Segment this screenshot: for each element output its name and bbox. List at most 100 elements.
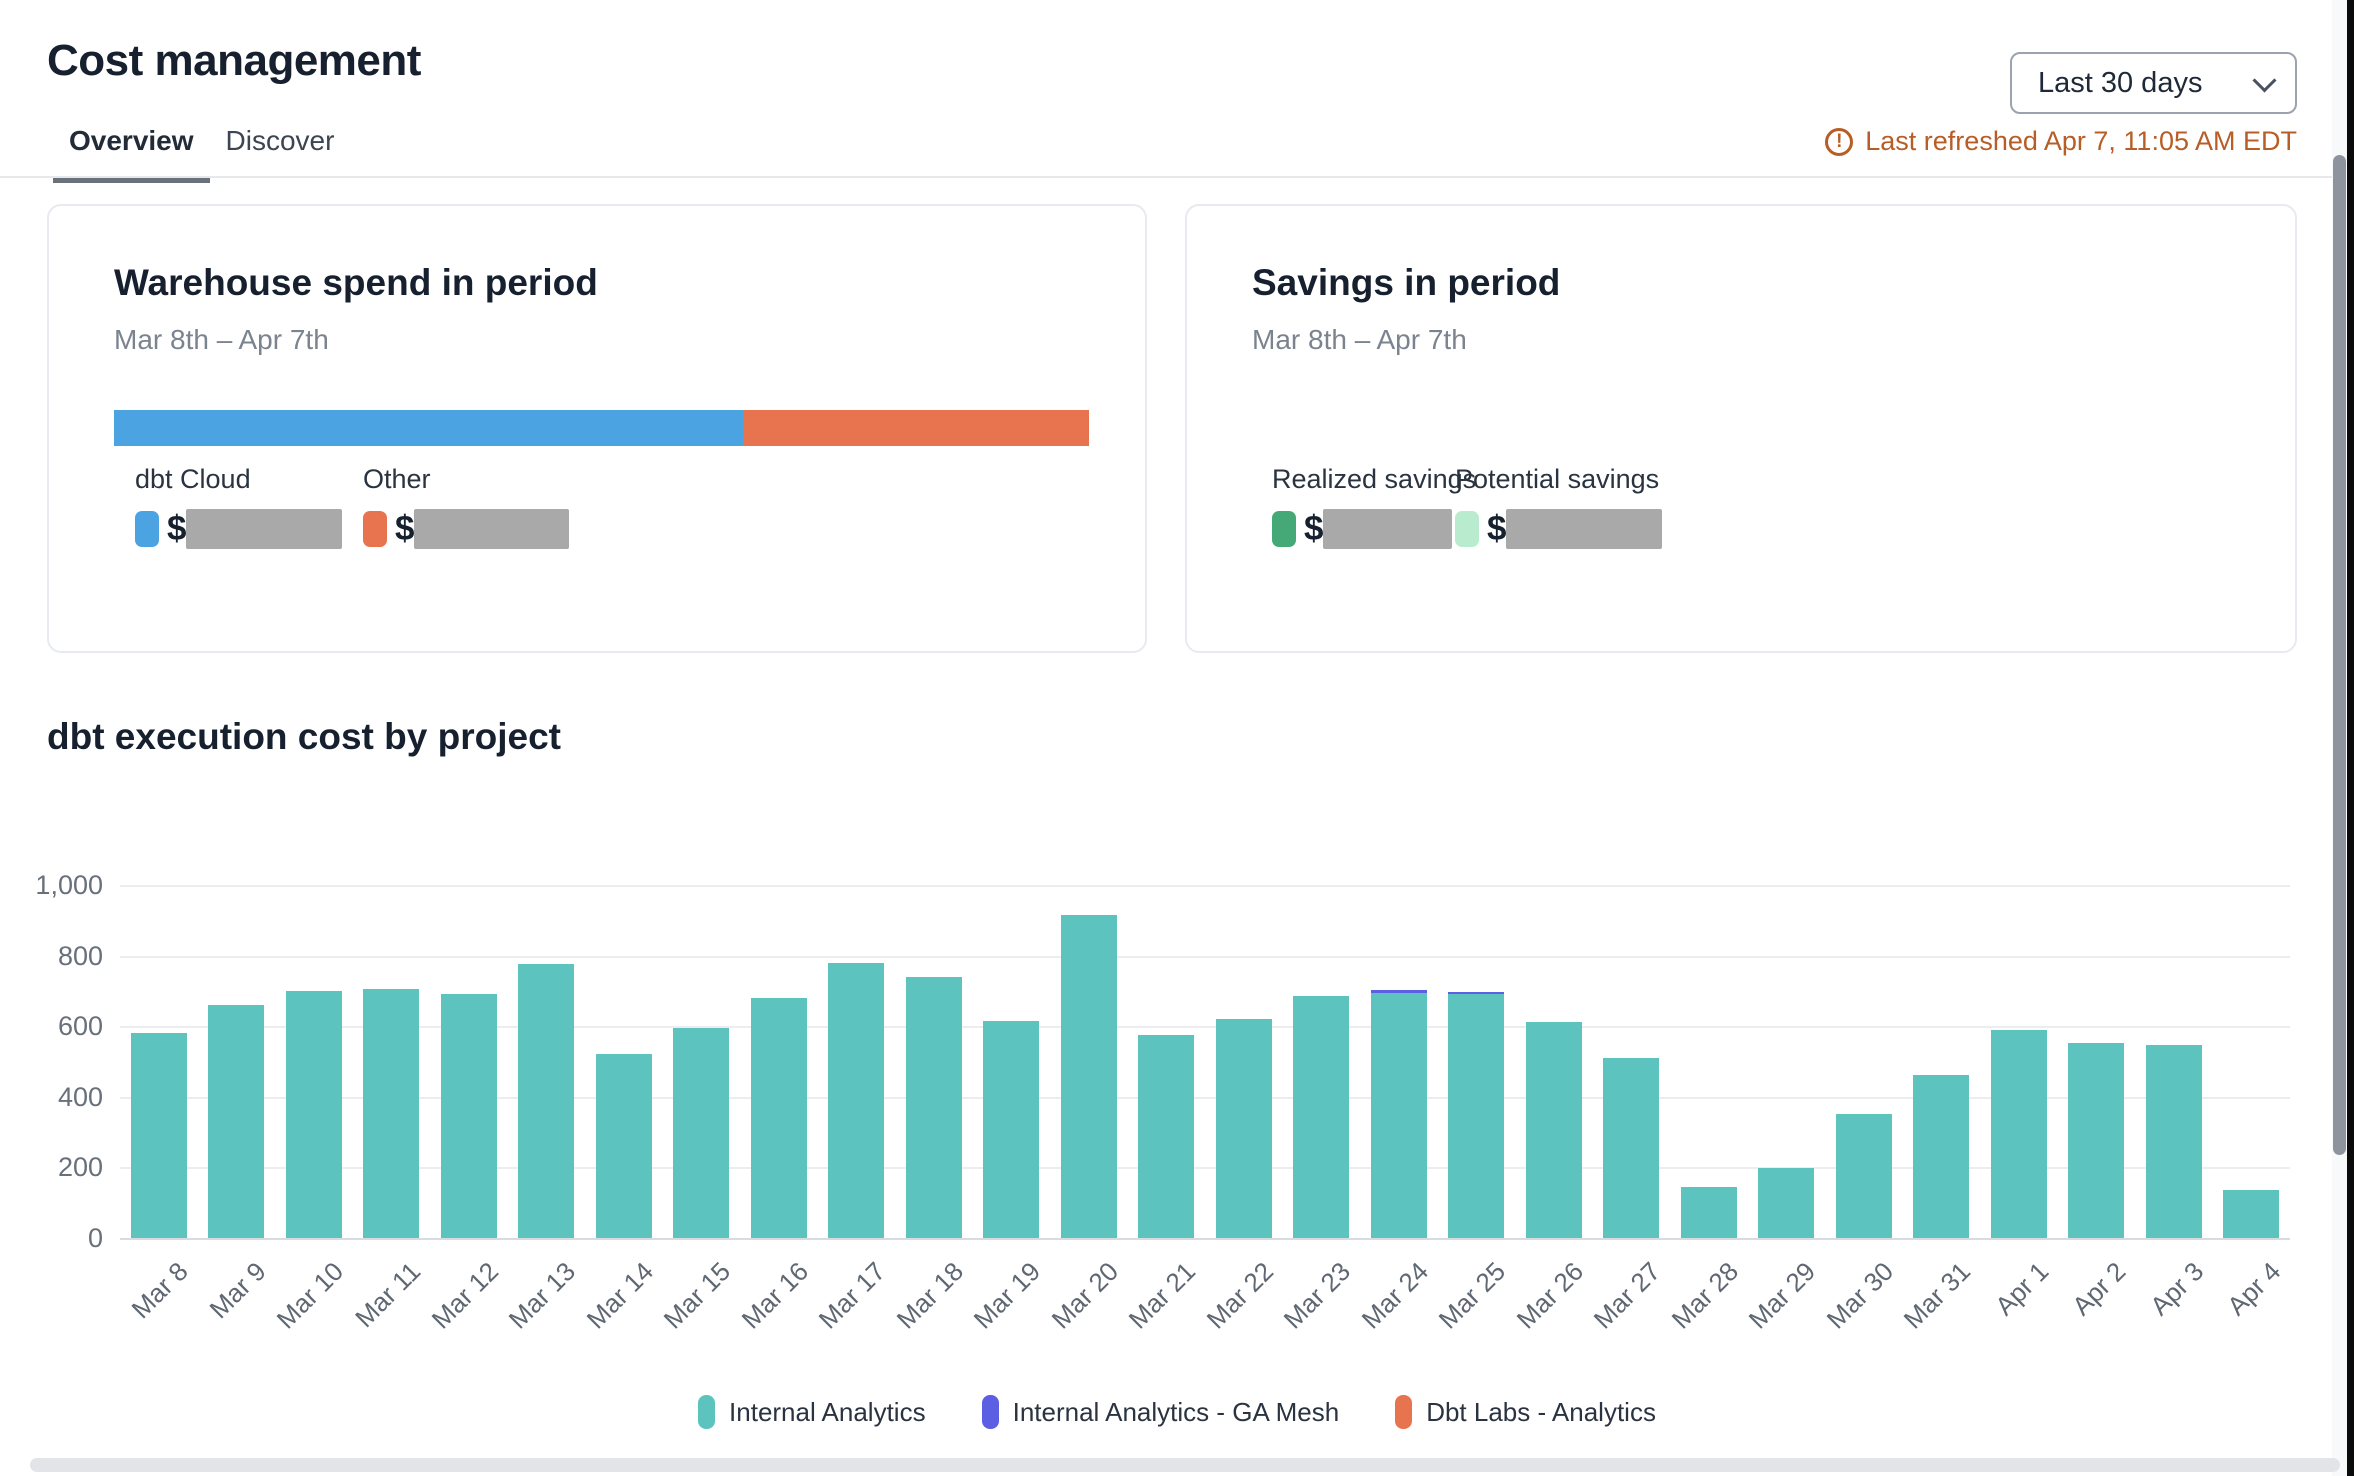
x-axis-tick-label: Mar 25 [1433, 1256, 1512, 1335]
legend-label: Internal Analytics - GA Mesh [1012, 1396, 1340, 1427]
y-axis-tick-label: 0 [87, 1223, 103, 1253]
legend-value-row: $ [1455, 509, 1663, 549]
chevron-down-icon [2252, 67, 2277, 93]
spend-segment-dbt-cloud[interactable] [114, 410, 743, 446]
legend-swatch [363, 511, 387, 547]
chart-legend-item[interactable]: Dbt Labs - Analytics [1395, 1395, 1656, 1429]
y-axis-tick-label: 600 [57, 1011, 103, 1042]
card-date-range: Mar 8th – Apr 7th [1252, 324, 1467, 355]
bar-mar-20[interactable] [1060, 915, 1117, 1238]
tab-discover-label: Discover [225, 125, 335, 156]
x-axis-tick-label: Mar 31 [1898, 1256, 1977, 1335]
execution-cost-chart: Internal Analytics Internal Analytics - G… [0, 850, 2354, 1476]
bar-mar-30[interactable] [1835, 1113, 1892, 1238]
dollar-sign: $ [1304, 509, 1324, 548]
bar-mar-24[interactable] [1370, 989, 1427, 993]
x-axis-tick-label: Mar 13 [503, 1256, 582, 1335]
bar-mar-23[interactable] [1293, 996, 1350, 1238]
chart-title: dbt execution cost by project [47, 716, 561, 757]
period-select[interactable]: Last 30 days [2010, 52, 2297, 114]
x-axis-tick-label: Apr 3 [2143, 1256, 2209, 1322]
redacted-value-block [1323, 509, 1453, 549]
period-select-value: Last 30 days [2038, 66, 2203, 99]
x-axis-tick-label: Mar 27 [1588, 1256, 1667, 1335]
legend-swatch [1455, 511, 1479, 547]
x-axis-tick-label: Mar 9 [203, 1256, 272, 1325]
card-title: Warehouse spend in period [114, 262, 598, 303]
gridline [120, 1167, 2290, 1170]
x-axis-tick-label: Mar 22 [1200, 1256, 1279, 1335]
chart-legend-item[interactable]: Internal Analytics - GA Mesh [981, 1395, 1340, 1429]
bar-mar-22[interactable] [1215, 1019, 1272, 1238]
bar-mar-29[interactable] [1758, 1168, 1815, 1238]
dollar-sign: $ [1487, 509, 1507, 548]
bar-mar-12[interactable] [440, 994, 497, 1238]
x-axis-tick-label: Apr 2 [2066, 1256, 2132, 1322]
bar-apr-4[interactable] [2223, 1189, 2280, 1238]
x-axis-tick-label: Mar 15 [658, 1256, 737, 1335]
y-axis-tick-label: 400 [57, 1081, 103, 1112]
card-date-range: Mar 8th – Apr 7th [114, 324, 329, 355]
x-axis-tick-label: Mar 14 [580, 1256, 659, 1335]
legend-item-other: Other $ [363, 464, 570, 549]
bar-mar-18[interactable] [905, 976, 962, 1238]
vertical-scrollbar-track[interactable] [2332, 0, 2347, 1476]
bar-mar-19[interactable] [983, 1020, 1040, 1238]
bar-mar-27[interactable] [1603, 1057, 1660, 1238]
legend-swatch [981, 1395, 999, 1429]
redacted-value-block [186, 509, 343, 549]
card-title: Savings in period [1252, 262, 1561, 303]
bar-apr-3[interactable] [2145, 1044, 2202, 1238]
x-axis-tick-label: Mar 23 [1278, 1256, 1357, 1335]
legend-item-potential-savings: Potential savings $ [1455, 464, 1663, 549]
bar-mar-21[interactable] [1138, 1035, 1195, 1238]
chart-legend-item[interactable]: Internal Analytics [698, 1395, 926, 1429]
bar-mar-11[interactable] [363, 989, 420, 1238]
last-refreshed-text: Last refreshed Apr 7, 11:05 AM EDT [1865, 126, 2297, 156]
bar-mar-25[interactable] [1448, 994, 1505, 1238]
x-axis-tick-label: Apr 4 [2221, 1256, 2287, 1322]
gridline [120, 955, 2290, 958]
bar-mar-14[interactable] [595, 1054, 652, 1238]
legend-label: Potential savings [1455, 464, 1660, 494]
bar-mar-17[interactable] [828, 962, 885, 1238]
bar-mar-16[interactable] [750, 997, 807, 1238]
x-axis-tick-label: Mar 19 [968, 1256, 1047, 1335]
vertical-scrollbar-thumb[interactable] [2333, 155, 2346, 1155]
gridline [120, 885, 2290, 887]
bar-mar-10[interactable] [285, 990, 342, 1238]
spend-stacked-bar [114, 410, 1089, 446]
tab-overview-label: Overview [69, 125, 194, 156]
bar-mar-9[interactable] [208, 1005, 265, 1238]
tab-bar: Overview Discover [53, 125, 351, 183]
dollar-sign: $ [395, 509, 415, 548]
tab-overview[interactable]: Overview [53, 125, 210, 183]
bar-mar-13[interactable] [518, 964, 575, 1238]
x-axis-tick-label: Mar 17 [813, 1256, 892, 1335]
active-tab-underline [53, 178, 210, 183]
legend-label: dbt Cloud [135, 464, 251, 494]
legend-swatch [1272, 511, 1296, 547]
legend-label: Other [363, 464, 431, 494]
x-axis-tick-label: Mar 24 [1355, 1256, 1434, 1335]
bar-mar-25[interactable] [1448, 991, 1505, 995]
bar-mar-28[interactable] [1680, 1186, 1737, 1238]
bar-mar-24[interactable] [1370, 992, 1427, 1238]
tab-discover[interactable]: Discover [210, 125, 351, 181]
bar-apr-1[interactable] [1990, 1030, 2047, 1238]
bar-apr-2[interactable] [2068, 1042, 2125, 1238]
bar-mar-26[interactable] [1525, 1021, 1582, 1238]
x-axis-tick-label: Mar 28 [1665, 1256, 1744, 1335]
chart-legend: Internal Analytics Internal Analytics - G… [0, 1395, 2354, 1429]
bar-mar-8[interactable] [130, 1033, 187, 1238]
spend-segment-other[interactable] [742, 410, 1089, 446]
x-axis-tick-label: Mar 26 [1510, 1256, 1589, 1335]
bar-mar-15[interactable] [673, 1027, 730, 1238]
bar-mar-31[interactable] [1913, 1074, 1970, 1238]
warning-icon: ! [1825, 127, 1854, 156]
gridline [120, 1026, 2290, 1029]
x-axis-tick-label: Mar 21 [1123, 1256, 1202, 1335]
x-axis-tick-label: Apr 1 [1988, 1256, 2054, 1322]
horizontal-scrollbar-thumb[interactable] [30, 1458, 2340, 1472]
legend-label: Realized savings [1272, 464, 1477, 494]
